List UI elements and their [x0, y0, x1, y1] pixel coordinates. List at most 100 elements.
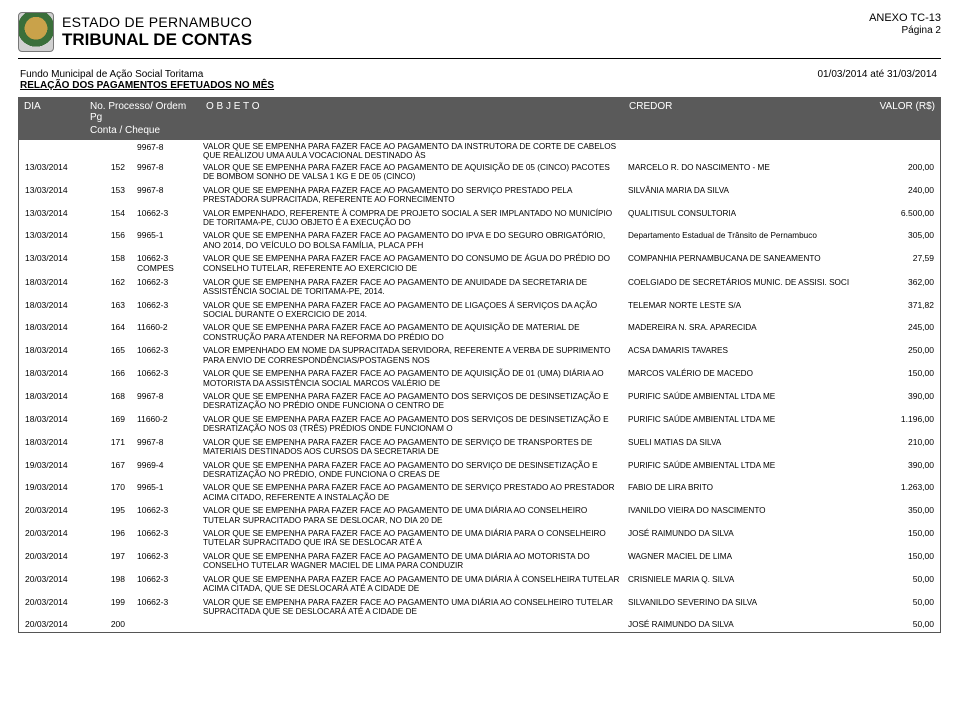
cell-valor: 1.263,00 — [864, 483, 934, 502]
cell-credor: SILVANILDO SEVERINO DA SILVA — [628, 598, 858, 617]
cell-objeto: VALOR QUE SE EMPENHA PARA FAZER FACE AO … — [203, 392, 622, 411]
cell-conta — [137, 620, 197, 630]
cell-processo: 158 — [91, 254, 131, 274]
cell-dia: 13/03/2014 — [25, 231, 85, 250]
table-row: 13/03/2014 153 9967-8 VALOR QUE SE EMPENHA … — [19, 184, 940, 207]
cell-conta: 10662-3 — [137, 506, 197, 525]
cell-processo: 164 — [91, 323, 131, 342]
cell-valor: 6.500,00 — [864, 209, 934, 228]
cell-credor: CRISNIELE MARIA Q. SILVA — [628, 575, 858, 594]
cell-processo: 154 — [91, 209, 131, 228]
cell-processo: 198 — [91, 575, 131, 594]
cell-processo: 156 — [91, 231, 131, 250]
state-crest-icon — [18, 12, 54, 52]
cell-processo: 167 — [91, 461, 131, 480]
table-row: 13/03/201415410662-3VALOR EMPENHADO, REF… — [19, 207, 940, 230]
cell-valor: 371,82 — [864, 301, 934, 320]
cell-valor: 245,00 — [864, 323, 934, 342]
cell-dia: 20/03/2014 — [25, 506, 85, 525]
cell-valor: 27,59 — [864, 254, 934, 274]
prefix-objeto: VALOR QUE SE EMPENHA PARA FAZER FACE AO … — [203, 142, 622, 161]
cell-credor: ACSA DAMARIS TAVARES — [628, 346, 858, 365]
table-row: 13/03/201415810662-3 COMPESVALOR QUE SE … — [19, 252, 940, 276]
cell-valor: 150,00 — [864, 552, 934, 571]
cell-objeto: VALOR QUE SE EMPENHA PARA FAZER FACE AO … — [203, 369, 622, 388]
cell-processo: 166 — [91, 369, 131, 388]
cell-credor: FABIO DE LIRA BRITO — [628, 483, 858, 502]
cell-processo: 153 — [91, 186, 131, 205]
col-dia: DIA — [24, 101, 84, 112]
cell-dia: 19/03/2014 — [25, 461, 85, 480]
cell-valor: 150,00 — [864, 529, 934, 548]
period-range: 01/03/2014 até 31/03/2014 — [817, 69, 937, 91]
cell-conta: 10662-3 — [137, 552, 197, 571]
info-band: Fundo Municipal de Ação Social Toritama … — [18, 59, 941, 97]
cell-processo: 195 — [91, 506, 131, 525]
prefix-conta: 9967-8 — [137, 142, 197, 161]
cell-objeto: VALOR QUE SE EMPENHA PARA FAZER FACE AO … — [203, 415, 622, 434]
cell-dia: 13/03/2014 — [25, 209, 85, 228]
cell-objeto: VALOR QUE SE EMPENHA PARA FAZER FACE AO … — [203, 231, 622, 250]
col-valor: VALOR (R$) — [865, 101, 935, 112]
state-name: ESTADO DE PERNAMBUCO — [62, 14, 252, 30]
cell-valor: 200,00 — [864, 163, 934, 182]
cell-objeto: VALOR QUE SE EMPENHA PARA FAZER FACE AO … — [203, 552, 622, 571]
cell-credor: MARCELO R. DO NASCIMENTO - ME — [628, 163, 858, 182]
fund-name: Fundo Municipal de Ação Social Toritama — [20, 69, 274, 80]
cell-processo: 168 — [91, 392, 131, 411]
cell-valor: 305,00 — [864, 231, 934, 250]
col-objeto: O B J E T O — [206, 101, 623, 112]
cell-dia: 13/03/2014 — [25, 163, 85, 182]
cell-processo: 152 — [91, 163, 131, 182]
cell-conta: 9967-8 — [137, 186, 197, 205]
col-conta: Conta / Cheque — [90, 125, 200, 136]
cell-objeto: VALOR QUE SE EMPENHA PARA FAZER FACE AO … — [203, 506, 622, 525]
cell-objeto: VALOR QUE SE EMPENHA PARA FAZER FACE AO … — [203, 483, 622, 502]
cell-dia: 13/03/2014 — [25, 186, 85, 205]
cell-objeto: VALOR QUE SE EMPENHA PARA FAZER FACE AO … — [203, 323, 622, 342]
column-header: DIA No. Processo/ Ordem Pg Conta / Chequ… — [18, 97, 941, 140]
cell-objeto: VALOR QUE SE EMPENHA PARA FAZER FACE AO … — [203, 186, 622, 205]
cell-valor: 50,00 — [864, 620, 934, 630]
cell-valor: 362,00 — [864, 278, 934, 297]
cell-objeto: VALOR QUE SE EMPENHA PARA FAZER FACE AO … — [203, 461, 622, 480]
cell-credor: SILVÂNIA MARIA DA SILVA — [628, 186, 858, 205]
cell-processo: 162 — [91, 278, 131, 297]
cell-conta: 10662-3 — [137, 278, 197, 297]
cell-objeto: VALOR QUE SE EMPENHA PARA FAZER FACE AO … — [203, 254, 622, 274]
cell-dia: 20/03/2014 — [25, 529, 85, 548]
table-row: 20/03/201419710662-3VALOR QUE SE EMPENHA… — [19, 550, 940, 573]
cell-credor: SUELI MATIAS DA SILVA — [628, 438, 858, 457]
table-row: 20/03/2014200JOSÉ RAIMUNDO DA SILVA50,00 — [19, 618, 940, 632]
cell-conta: 10662-3 — [137, 301, 197, 320]
col-processo: No. Processo/ Ordem Pg — [90, 101, 200, 123]
cell-dia: 20/03/2014 — [25, 552, 85, 571]
cell-objeto: VALOR QUE SE EMPENHA PARA FAZER FACE AO … — [203, 575, 622, 594]
cell-processo: 169 — [91, 415, 131, 434]
cell-valor: 1.196,00 — [864, 415, 934, 434]
table-row: 18/03/201416411660-2VALOR QUE SE EMPENHA… — [19, 321, 940, 344]
cell-conta: 10662-3 — [137, 529, 197, 548]
cell-processo: 170 — [91, 483, 131, 502]
table-row: 20/03/201419910662-3VALOR QUE SE EMPENHA… — [19, 596, 940, 619]
table-row: 18/03/201416911660-2VALOR QUE SE EMPENHA… — [19, 413, 940, 436]
table-row: 18/03/20141719967-8VALOR QUE SE EMPENHA … — [19, 436, 940, 459]
cell-credor: MARCOS VALÉRIO DE MACEDO — [628, 369, 858, 388]
cell-credor: COELGIADO DE SECRETÁRIOS MUNIC. DE ASSIS… — [628, 278, 858, 297]
cell-objeto: VALOR QUE SE EMPENHA PARA FAZER FACE AO … — [203, 529, 622, 548]
cell-objeto: VALOR QUE SE EMPENHA PARA FAZER FACE AO … — [203, 598, 622, 617]
header-left: ESTADO DE PERNAMBUCO TRIBUNAL DE CONTAS — [18, 12, 252, 52]
annex-label: ANEXO TC-13 — [869, 12, 941, 24]
prefix-row: 9967-8 VALOR QUE SE EMPENHA PARA FAZER F… — [19, 140, 940, 161]
cell-processo: 171 — [91, 438, 131, 457]
cell-dia: 18/03/2014 — [25, 301, 85, 320]
cell-processo: 163 — [91, 301, 131, 320]
cell-objeto: VALOR QUE SE EMPENHA PARA FAZER FACE AO … — [203, 278, 622, 297]
table-row: 18/03/201416610662-3VALOR QUE SE EMPENHA… — [19, 367, 940, 390]
cell-conta: 9965-1 — [137, 231, 197, 250]
cell-conta: 10662-3 — [137, 369, 197, 388]
report-title: RELAÇÃO DOS PAGAMENTOS EFETUADOS NO MÊS — [20, 80, 274, 91]
table-row: 20/03/201419610662-3VALOR QUE SE EMPENHA… — [19, 527, 940, 550]
table-row: 13/03/20141529967-8VALOR QUE SE EMPENHA … — [19, 161, 940, 184]
cell-dia: 20/03/2014 — [25, 598, 85, 617]
